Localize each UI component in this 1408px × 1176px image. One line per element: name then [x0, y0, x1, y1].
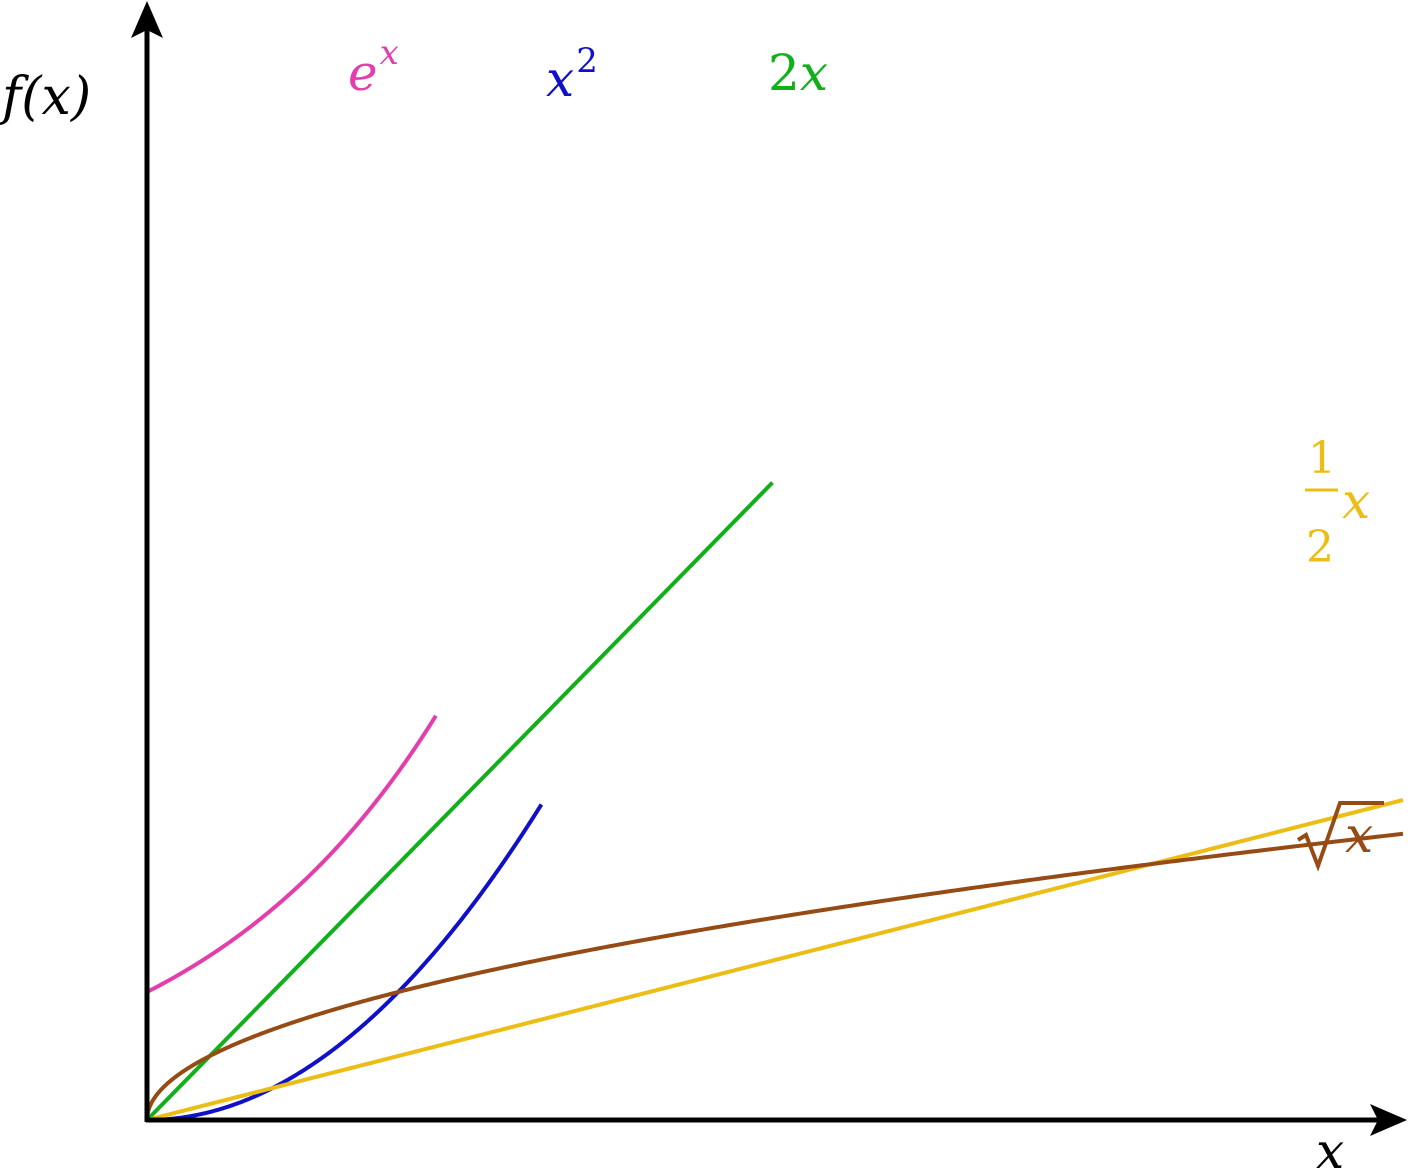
axes	[131, 1, 1407, 1136]
series-line-sqrt	[145, 831, 1404, 1122]
series-line-exp	[145, 714, 438, 994]
series-label-double: 2x	[768, 44, 828, 102]
x-axis-label: x	[1316, 1122, 1344, 1176]
curves-layer	[145, 481, 1404, 1122]
x-axis-arrow-icon	[1370, 1104, 1407, 1136]
series-label-sqrt: x	[1296, 801, 1384, 872]
y-axis-label: f(x)	[0, 67, 91, 127]
series-label-half: 1 2 x	[1305, 433, 1370, 573]
series-line-half	[146, 798, 1404, 1122]
series-label-sqrt-var: x	[1345, 806, 1373, 864]
series-line-square	[145, 803, 544, 1122]
series-label-half-denominator: 2	[1306, 522, 1334, 573]
series-label-exp: ex	[348, 33, 399, 102]
series-label-square: x2	[546, 41, 598, 108]
radical-sign-icon	[1296, 801, 1384, 872]
series-label-half-numerator: 1	[1308, 433, 1336, 484]
y-axis-arrow-icon	[131, 1, 163, 38]
series-label-half-var: x	[1342, 472, 1370, 530]
series-line-double	[145, 481, 774, 1122]
